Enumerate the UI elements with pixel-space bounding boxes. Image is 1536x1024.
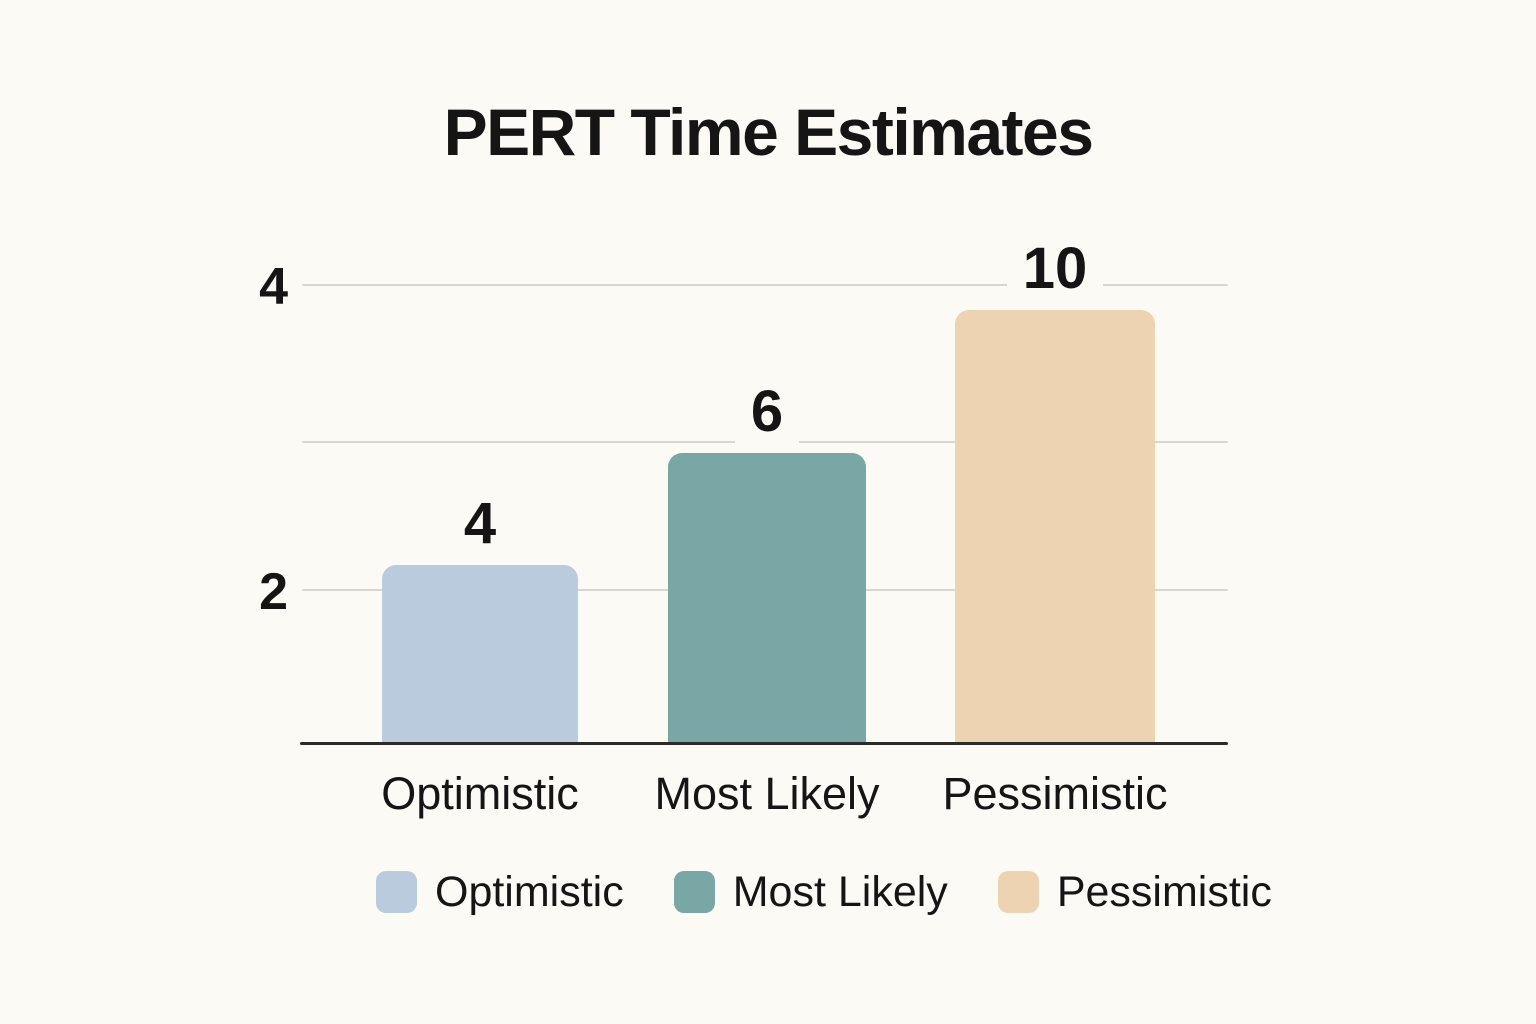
bar-value-text: 4 (447, 489, 513, 559)
legend-label: Pessimistic (1056, 867, 1272, 916)
legend-swatch (997, 871, 1039, 913)
bar-value-label: 6 (598, 377, 936, 447)
bar-value-text: 10 (1006, 234, 1104, 304)
bar-pessimistic (955, 310, 1155, 744)
legend-item: Optimistic (376, 868, 624, 917)
x-axis-label: Most Likely (654, 768, 880, 819)
bar-optimistic (382, 565, 578, 744)
bar-value-label: 10 (885, 234, 1225, 304)
x-axis-line (300, 742, 1228, 745)
bar-most-likely (668, 453, 866, 744)
y-axis-tick-label: 2 (259, 563, 288, 621)
x-axis-label: Optimistic (381, 768, 579, 819)
legend-label: Optimistic (435, 867, 624, 916)
x-axis-label: Pessimistic (942, 768, 1168, 819)
legend: Optimistic Most Likely Pessimistic (376, 868, 1272, 916)
legend-label: Most Likely (732, 867, 948, 916)
legend-item: Most Likely (673, 867, 948, 917)
legend-swatch (376, 871, 417, 913)
legend-swatch (673, 871, 715, 913)
chart-title: PERT Time Estimates (443, 95, 1094, 169)
gridline (302, 284, 1228, 286)
y-axis-tick-label: 4 (259, 258, 288, 316)
bar-value-label: 4 (312, 489, 648, 559)
legend-item: Pessimistic (997, 867, 1272, 917)
bar-value-text: 6 (734, 377, 800, 447)
